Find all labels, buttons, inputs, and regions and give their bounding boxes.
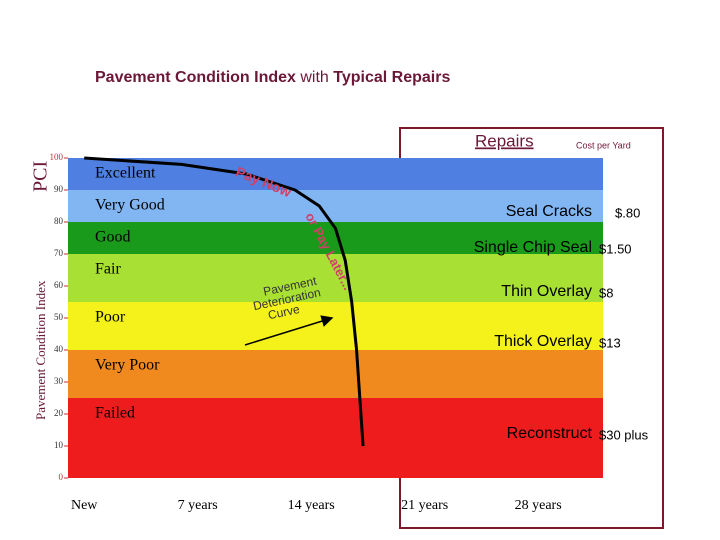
band — [68, 302, 603, 350]
y-tick-label: 70 — [54, 248, 64, 258]
curve-arrow — [244, 315, 334, 346]
y-tick-label: 30 — [54, 376, 64, 386]
title-tail: Typical Repairs — [333, 69, 450, 86]
band — [68, 190, 603, 222]
y-tick-label: 20 — [54, 408, 64, 418]
chart-title: Pavement Condition Index with Typical Re… — [95, 69, 450, 86]
repair-cost: $30 plus — [599, 427, 649, 442]
band — [68, 254, 603, 302]
curve-name: Curve — [267, 302, 302, 322]
repair-cost: $1.50 — [599, 241, 632, 256]
y-tick-label: 80 — [54, 216, 64, 226]
y-label: Pavement Condition Index — [33, 280, 48, 420]
repair-cost: $.80 — [615, 205, 640, 220]
band-label: Fair — [95, 261, 121, 278]
repair-name: Thick Overlay — [494, 333, 592, 350]
repairs-header: Repairs — [475, 131, 534, 150]
title-main: Pavement Condition Index — [95, 69, 296, 86]
repair-name: Reconstruct — [507, 425, 593, 442]
y-tick-label: 100 — [50, 152, 64, 162]
y-tick-label: 10 — [54, 440, 64, 450]
y-tick-label: 50 — [54, 312, 64, 322]
x-tick-label: 7 years — [178, 498, 218, 513]
repair-name: Single Chip Seal — [474, 239, 592, 256]
x-tick-label: New — [71, 498, 98, 513]
y-tick-label: 0 — [59, 472, 64, 482]
cost-header: Cost per Yard — [576, 140, 631, 150]
band — [68, 350, 603, 398]
deterioration-curve — [84, 156, 365, 447]
repair-name: Thin Overlay — [501, 283, 592, 300]
repair-cost: $13 — [599, 335, 621, 350]
band-label: Very Good — [95, 197, 165, 214]
y-label-abbr: PCI — [30, 161, 52, 192]
band-label: Good — [95, 229, 131, 246]
repair-cost: $8 — [599, 285, 613, 300]
y-tick-label: 40 — [54, 344, 64, 354]
band-label: Very Poor — [95, 357, 160, 374]
y-tick-label: 60 — [54, 280, 64, 290]
y-tick-label: 90 — [54, 184, 64, 194]
band-label: Failed — [95, 405, 135, 422]
x-tick-label: 14 years — [288, 498, 335, 513]
band — [68, 398, 603, 478]
y-axis-label: Pavement Condition Index PCI — [30, 161, 52, 420]
title-joiner: with — [299, 69, 328, 86]
band-label: Poor — [95, 309, 126, 326]
band-label: Excellent — [95, 165, 156, 182]
repair-name: Seal Cracks — [506, 203, 592, 220]
plot: Excellent Very Good Good Fair Poor Very Poor F… — [50, 152, 603, 513]
x-tick-label: 28 years — [515, 498, 562, 513]
x-tick-label: 21 years — [401, 498, 448, 513]
